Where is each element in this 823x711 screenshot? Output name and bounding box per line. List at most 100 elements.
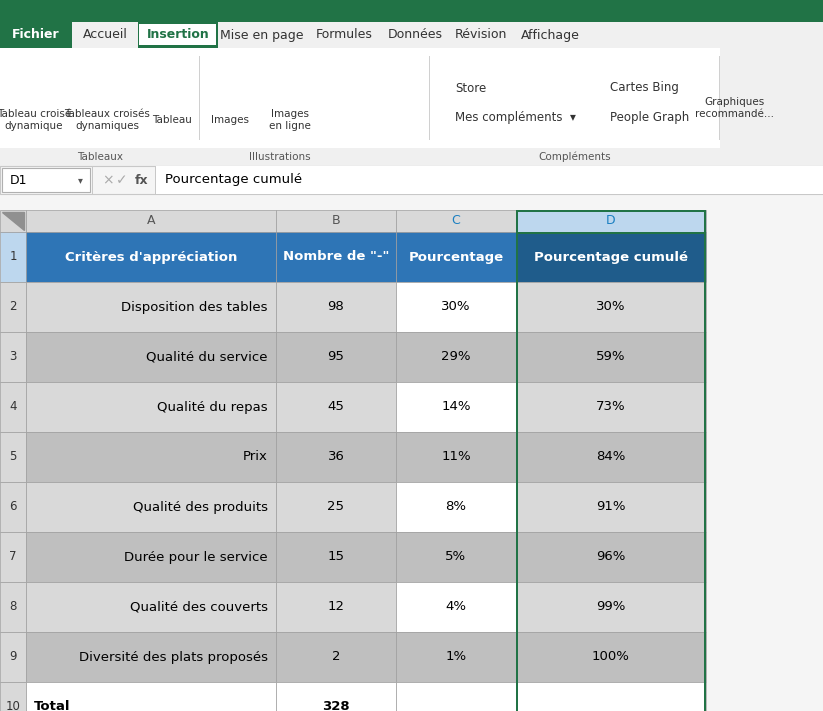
Text: 4: 4	[9, 400, 16, 414]
Text: 15: 15	[328, 550, 345, 564]
Bar	[382, 22, 448, 48]
Text: 96%: 96%	[597, 550, 625, 564]
Text: 45: 45	[328, 400, 345, 414]
Bar	[306, 22, 382, 48]
Bar	[396, 282, 516, 332]
Bar	[704, 632, 706, 682]
Text: Qualité des produits: Qualité des produits	[133, 501, 268, 513]
Text: Durée pour le service: Durée pour le service	[124, 550, 268, 564]
Text: 5%: 5%	[445, 550, 467, 564]
Bar	[719, 56, 720, 140]
Bar	[276, 282, 396, 332]
Bar	[516, 432, 706, 482]
Text: 100%: 100%	[592, 651, 630, 663]
Bar	[276, 382, 396, 432]
Text: 36: 36	[328, 451, 345, 464]
Text: ▾: ▾	[77, 175, 82, 185]
Bar	[704, 382, 706, 432]
Text: 12: 12	[328, 601, 345, 614]
Text: 5: 5	[9, 451, 16, 464]
Text: Images: Images	[211, 115, 249, 125]
Bar	[276, 532, 396, 582]
Text: Mes compléments  ▾: Mes compléments ▾	[455, 112, 576, 124]
Bar	[516, 632, 706, 682]
Bar	[396, 632, 516, 682]
Text: Qualité du service: Qualité du service	[146, 351, 268, 363]
Text: 4%: 4%	[445, 601, 467, 614]
Bar	[704, 532, 706, 582]
Bar	[516, 682, 706, 711]
Bar	[0, 22, 72, 48]
Text: 7: 7	[9, 550, 16, 564]
Bar	[516, 532, 518, 582]
Bar	[0, 282, 26, 332]
Bar	[26, 282, 276, 332]
Bar	[276, 482, 396, 532]
Text: 95: 95	[328, 351, 345, 363]
Bar	[516, 582, 518, 632]
Text: ✓: ✓	[116, 173, 128, 187]
Text: B: B	[332, 215, 341, 228]
Bar	[276, 582, 396, 632]
Text: Insertion: Insertion	[146, 28, 209, 41]
Bar	[396, 382, 516, 432]
Text: 99%: 99%	[597, 601, 625, 614]
Bar	[0, 682, 26, 711]
Text: ×: ×	[102, 173, 114, 187]
Text: Qualité des couverts: Qualité des couverts	[130, 601, 268, 614]
Text: 3: 3	[9, 351, 16, 363]
Text: 11%: 11%	[441, 451, 471, 464]
Bar	[0, 210, 26, 232]
Text: Tableaux croisés
dynamiques: Tableaux croisés dynamiques	[64, 109, 150, 131]
Bar	[0, 0, 823, 22]
Bar	[516, 232, 706, 234]
Bar	[26, 382, 276, 432]
Bar	[516, 582, 706, 632]
Bar	[396, 332, 516, 382]
Bar	[26, 232, 276, 282]
Bar	[26, 632, 276, 682]
Bar	[516, 482, 518, 532]
Text: D: D	[607, 215, 616, 228]
Bar	[155, 166, 156, 194]
Text: Prix: Prix	[243, 451, 268, 464]
Text: Nombre de "-": Nombre de "-"	[283, 250, 389, 264]
Bar	[720, 48, 823, 148]
Bar	[516, 210, 518, 232]
Bar	[26, 432, 276, 482]
Text: Illustrations: Illustrations	[249, 152, 311, 162]
Bar	[216, 22, 218, 48]
Bar	[516, 682, 518, 711]
Bar	[396, 682, 516, 711]
Text: Fichier: Fichier	[12, 28, 60, 41]
Text: Compléments: Compléments	[539, 151, 611, 162]
Bar	[138, 22, 218, 24]
Bar	[516, 210, 706, 212]
Text: 30%: 30%	[596, 301, 625, 314]
Text: People Graph: People Graph	[610, 112, 689, 124]
Bar	[276, 682, 396, 711]
Text: Qualité du repas: Qualité du repas	[157, 400, 268, 414]
Text: Tableau: Tableau	[152, 115, 192, 125]
Bar	[0, 148, 823, 166]
Bar	[72, 22, 138, 48]
Bar	[0, 194, 823, 711]
Text: 14%: 14%	[441, 400, 471, 414]
Bar	[138, 22, 218, 48]
Text: Store: Store	[455, 82, 486, 95]
Bar	[276, 432, 396, 482]
Bar	[0, 532, 26, 582]
Text: Critères d'appréciation: Critères d'appréciation	[65, 250, 237, 264]
Text: Tableau croisé
dynamique: Tableau croisé dynamique	[0, 109, 71, 131]
Polygon shape	[2, 212, 24, 230]
Bar	[516, 332, 706, 382]
Text: 59%: 59%	[596, 351, 625, 363]
Bar	[0, 22, 823, 48]
Bar	[276, 232, 396, 282]
Bar	[138, 22, 140, 48]
Text: 328: 328	[322, 700, 350, 711]
Text: C: C	[452, 215, 460, 228]
Text: 91%: 91%	[596, 501, 625, 513]
Bar	[396, 232, 516, 282]
Text: Total: Total	[34, 700, 71, 711]
